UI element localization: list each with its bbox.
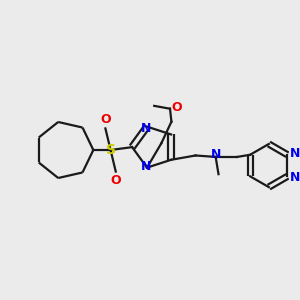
Text: O: O (172, 101, 182, 114)
Text: N: N (290, 147, 300, 160)
Text: N: N (290, 171, 300, 184)
Text: N: N (140, 160, 151, 173)
Text: S: S (106, 143, 116, 157)
Text: O: O (100, 113, 111, 126)
Text: N: N (211, 148, 221, 160)
Text: N: N (140, 122, 151, 135)
Text: O: O (110, 174, 121, 187)
